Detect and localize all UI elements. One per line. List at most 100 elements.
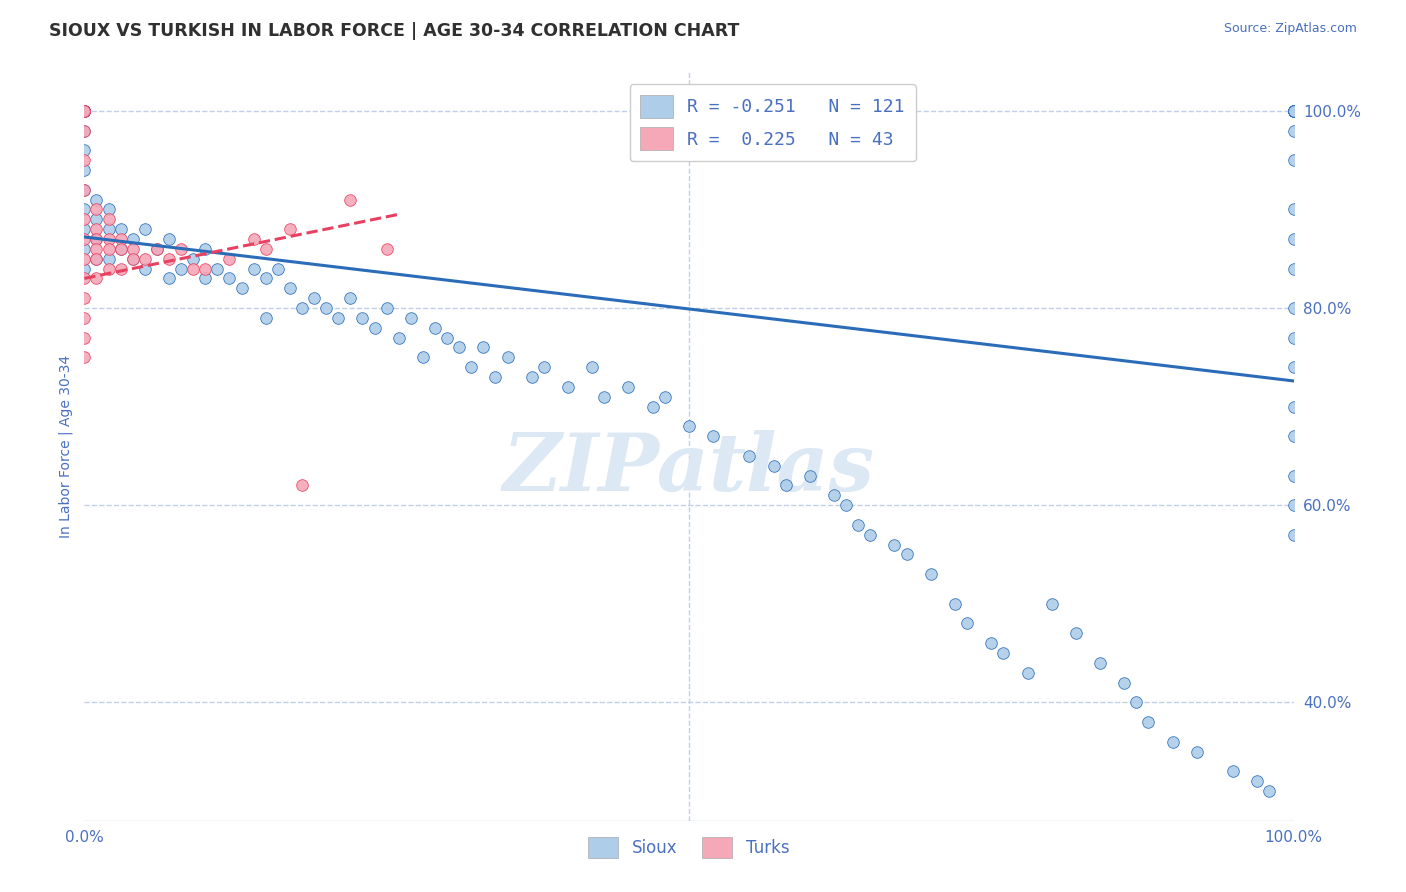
Point	[1282, 498, 1305, 512]
Point	[1282, 261, 1305, 276]
Point	[73, 222, 96, 236]
Point	[73, 183, 96, 197]
Point	[1282, 330, 1305, 344]
Point	[86, 271, 108, 285]
Text: ZIPatlas: ZIPatlas	[503, 430, 875, 508]
Point	[97, 252, 120, 266]
Point	[73, 261, 96, 276]
Point	[352, 310, 374, 325]
Point	[73, 103, 96, 118]
Point	[134, 252, 156, 266]
Point	[1282, 103, 1305, 118]
Point	[846, 517, 869, 532]
Point	[218, 252, 240, 266]
Point	[1282, 202, 1305, 217]
Point	[1282, 360, 1305, 375]
Point	[134, 261, 156, 276]
Point	[170, 242, 193, 256]
Point	[315, 301, 337, 315]
Point	[242, 261, 264, 276]
Point	[980, 636, 1002, 650]
Point	[1282, 103, 1305, 118]
Point	[267, 261, 290, 276]
Point	[146, 242, 169, 256]
Point	[73, 351, 96, 365]
Point	[73, 103, 96, 118]
Point	[449, 340, 471, 354]
Point	[1064, 626, 1087, 640]
Point	[97, 212, 120, 227]
Point	[581, 360, 603, 375]
Point	[678, 419, 700, 434]
Point	[73, 310, 96, 325]
Point	[194, 271, 217, 285]
Point	[73, 103, 96, 118]
Point	[593, 390, 616, 404]
Point	[654, 390, 676, 404]
Point	[302, 291, 325, 305]
Point	[121, 232, 143, 246]
Point	[97, 202, 120, 217]
Point	[86, 193, 108, 207]
Point	[157, 232, 180, 246]
Point	[1282, 153, 1305, 167]
Point	[1137, 714, 1160, 729]
Point	[1161, 735, 1184, 749]
Point	[1282, 527, 1305, 541]
Text: SIOUX VS TURKISH IN LABOR FORCE | AGE 30-34 CORRELATION CHART: SIOUX VS TURKISH IN LABOR FORCE | AGE 30…	[49, 22, 740, 40]
Point	[1282, 429, 1305, 443]
Point	[73, 103, 96, 118]
Point	[557, 380, 579, 394]
Point	[993, 646, 1015, 660]
Point	[291, 301, 314, 315]
Point	[1282, 232, 1305, 246]
Point	[1258, 784, 1281, 798]
Point	[762, 458, 785, 473]
Point	[157, 252, 180, 266]
Point	[86, 252, 108, 266]
Point	[97, 242, 120, 256]
Point	[110, 242, 132, 256]
Point	[533, 360, 555, 375]
Point	[73, 103, 96, 118]
Point	[146, 242, 169, 256]
Point	[1040, 597, 1063, 611]
Point	[1246, 774, 1268, 789]
Point	[1282, 301, 1305, 315]
Point	[73, 103, 96, 118]
Point	[956, 616, 979, 631]
Point	[110, 222, 132, 236]
Point	[73, 291, 96, 305]
Point	[194, 261, 217, 276]
Point	[73, 103, 96, 118]
Point	[157, 271, 180, 285]
Point	[73, 252, 96, 266]
Point	[110, 232, 132, 246]
Point	[86, 232, 108, 246]
Point	[799, 468, 821, 483]
Point	[73, 123, 96, 137]
Point	[835, 498, 858, 512]
Point	[73, 103, 96, 118]
Point	[97, 261, 120, 276]
Point	[242, 232, 264, 246]
Point	[943, 597, 966, 611]
Point	[254, 310, 277, 325]
Point	[73, 123, 96, 137]
Point	[231, 281, 253, 295]
Point	[73, 202, 96, 217]
Point	[1114, 675, 1136, 690]
Point	[73, 232, 96, 246]
Point	[86, 202, 108, 217]
Point	[73, 153, 96, 167]
Point	[73, 103, 96, 118]
Point	[121, 252, 143, 266]
Point	[859, 527, 882, 541]
Point	[1282, 103, 1305, 118]
Point	[181, 252, 204, 266]
Point	[436, 330, 458, 344]
Text: Source: ZipAtlas.com: Source: ZipAtlas.com	[1223, 22, 1357, 36]
Point	[920, 567, 942, 582]
Point	[278, 222, 301, 236]
Point	[73, 143, 96, 157]
